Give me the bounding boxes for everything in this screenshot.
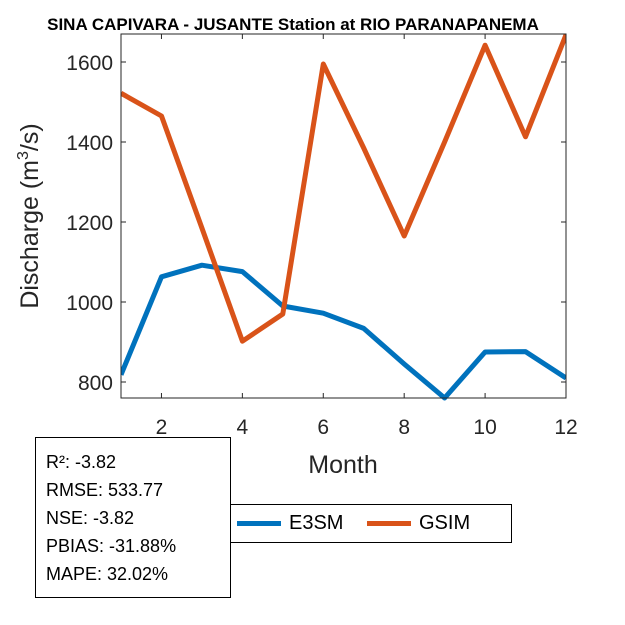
stat-rmse: RMSE: 533.77 [46,480,164,500]
y-tick-label-1400: 1400 [66,132,113,155]
x-axis-label: Month [308,451,377,479]
x-tick-label-8: 8 [398,416,410,439]
y-tick-label-1200: 1200 [66,212,113,235]
chart-title: SINA CAPIVARA - JUSANTE Station at RIO P… [47,15,539,34]
x-tick-label-2: 2 [156,416,168,439]
legend-item-gsim: GSIM [367,505,470,542]
x-tick-label-12: 12 [554,416,577,439]
legend-swatch-e3sm [237,521,281,526]
series-layer [121,33,566,401]
x-tick-label-10: 10 [473,416,496,439]
y-axis-label-suffix: /s) [16,123,44,151]
tick-layer: 2 4 6 8 10 12 800 1000 1200 1400 1600 [66,34,578,439]
stat-r2: R²: -3.82 [46,452,117,472]
stat-mape: MAPE: 32.02% [46,564,169,584]
y-axis-label-prefix: Discharge (m [16,160,44,309]
y-axis-label-sup: 3 [15,151,32,160]
series-line-e3sm [121,262,566,401]
y-tick-label-1000: 1000 [66,292,113,315]
stat-pbias: PBIAS: -31.88% [46,536,177,556]
plot-area [121,34,566,398]
stat-nse: NSE: -3.82 [46,508,135,528]
stats-box: R²: -3.82 RMSE: 533.77 NSE: -3.82 PBIAS:… [35,437,231,598]
legend-label-gsim: GSIM [419,512,471,534]
x-tick-label-4: 4 [237,416,249,439]
y-tick-label-800: 800 [78,372,113,395]
legend: E3SM GSIM [231,504,512,543]
legend-label-e3sm: E3SM [289,512,344,534]
legend-item-e3sm: E3SM [237,505,343,542]
series-line-gsim [121,33,566,344]
y-tick-label-1600: 1600 [66,52,113,75]
plot-frame [120,33,567,399]
y-axis-label: Discharge (m3/s) [15,123,44,308]
legend-swatch-gsim [367,521,411,526]
x-tick-label-6: 6 [317,416,329,439]
